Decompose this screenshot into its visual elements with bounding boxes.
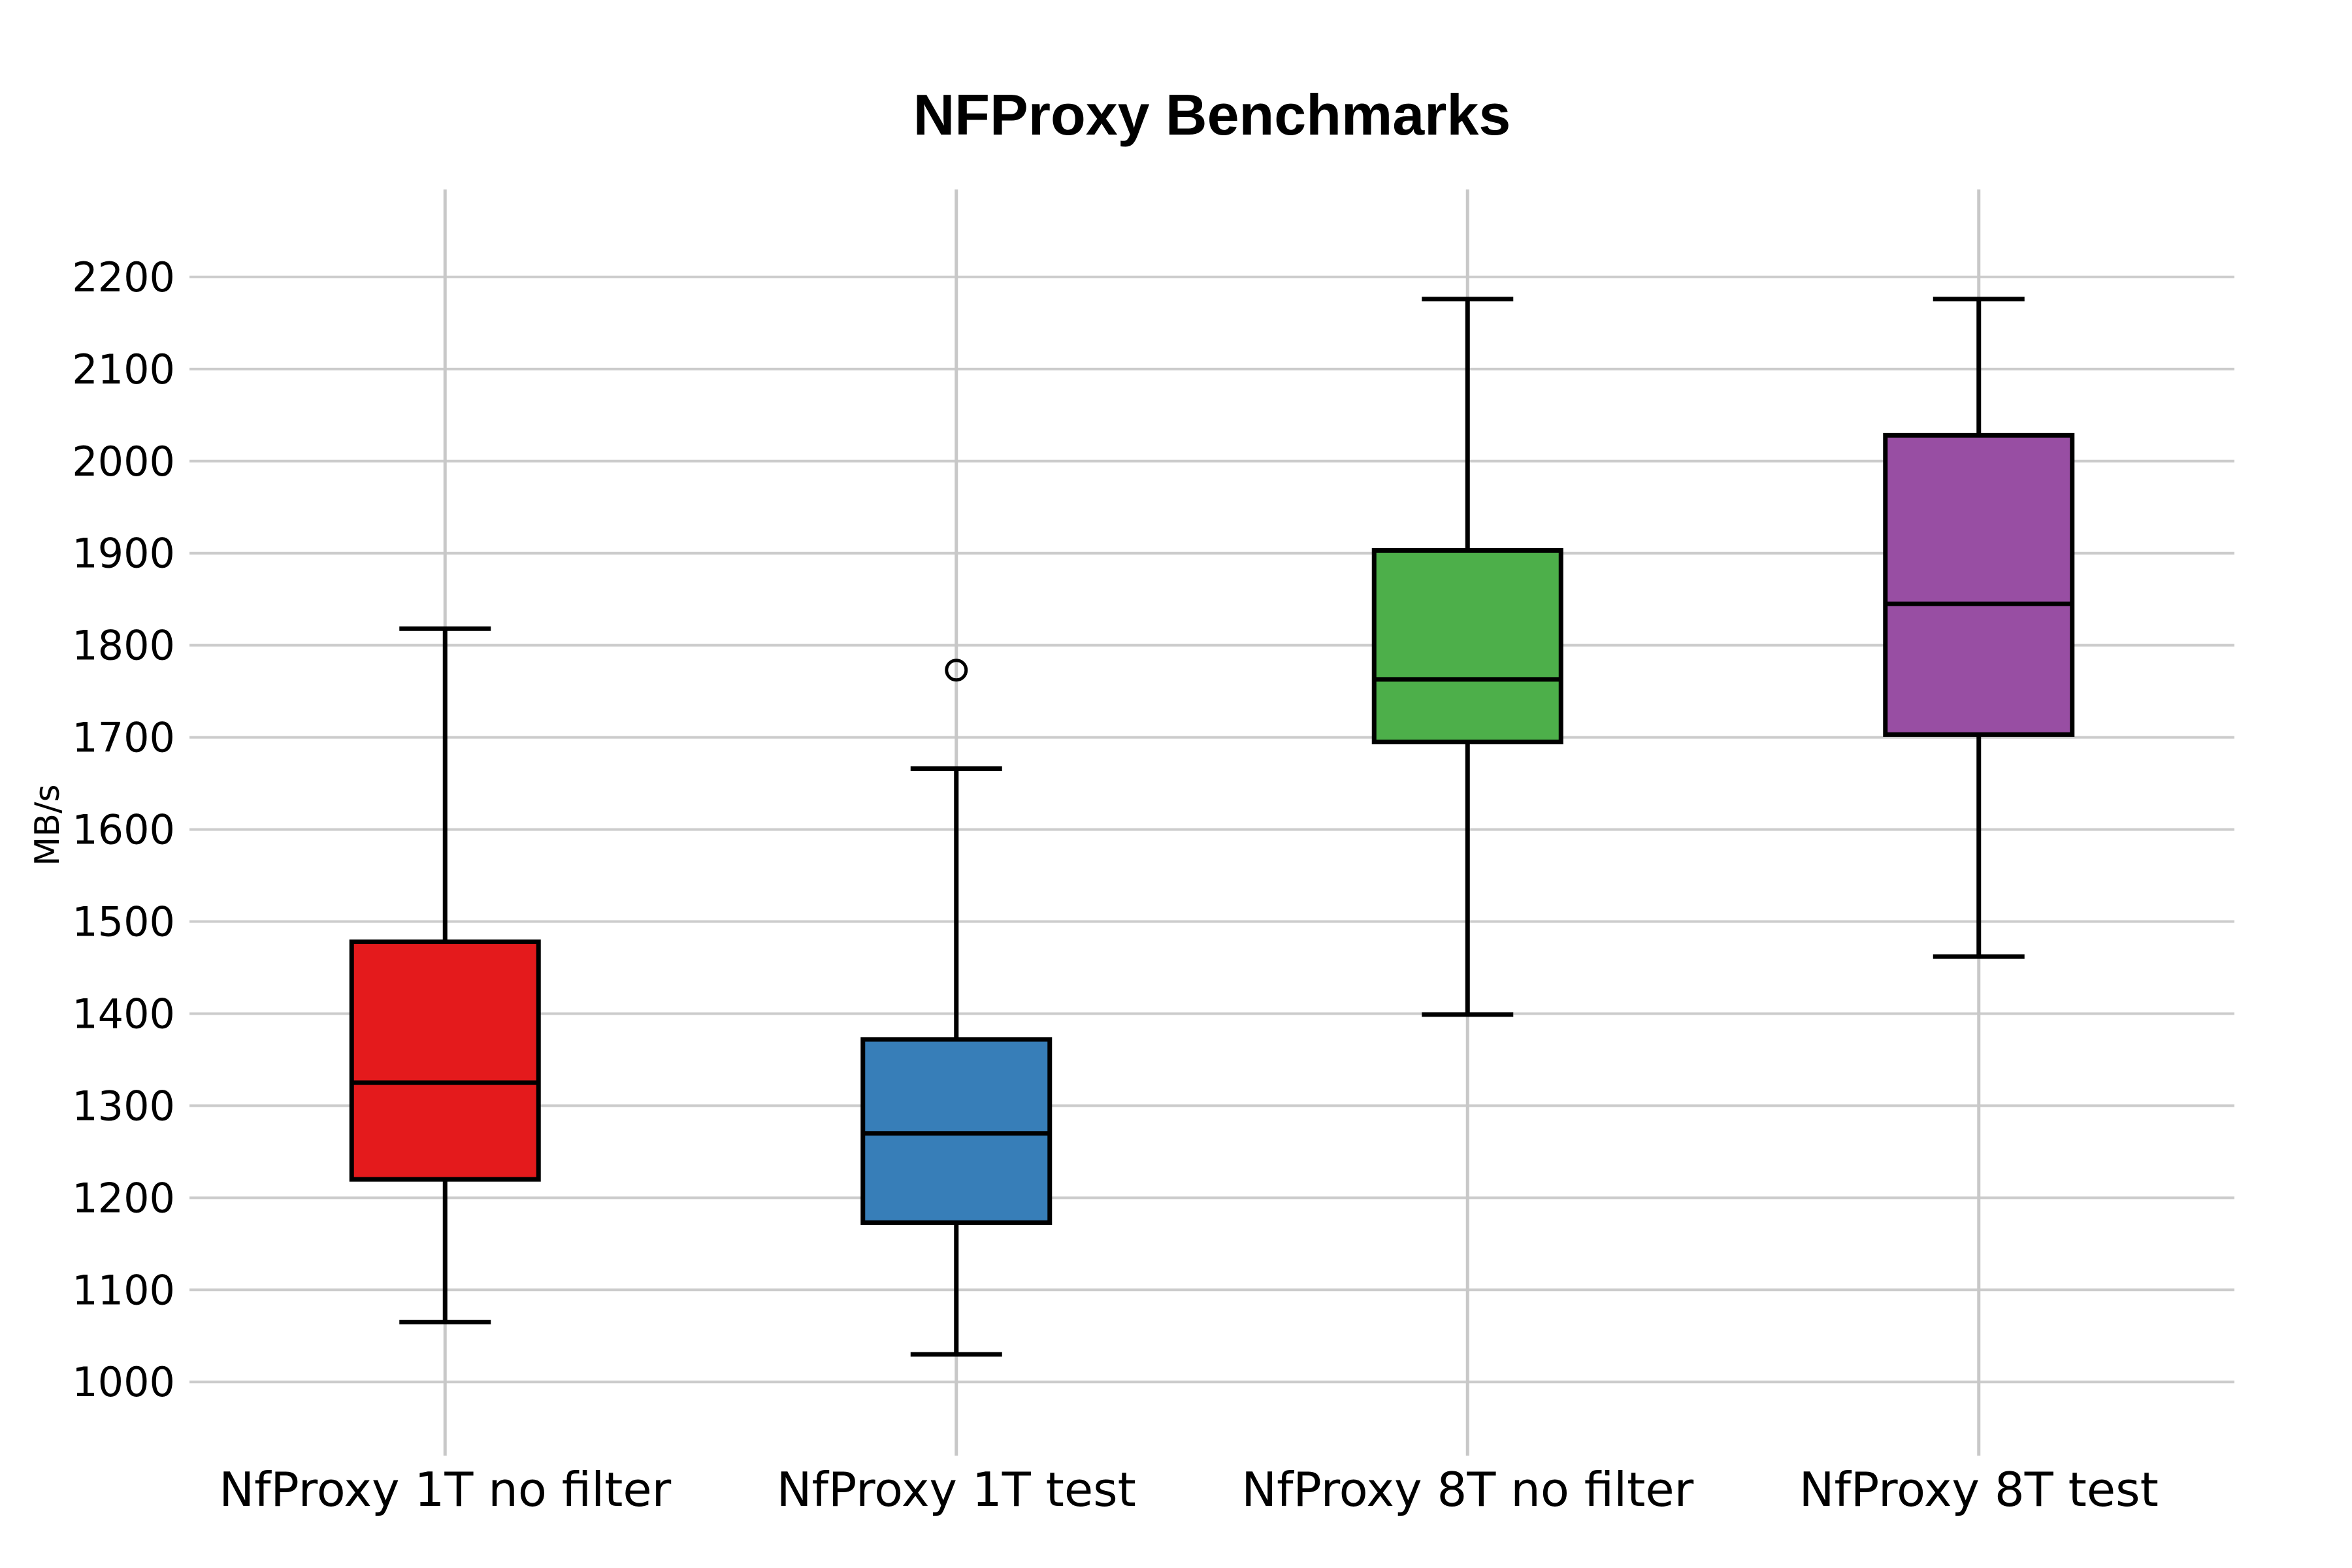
- box-group: [1371, 297, 1563, 1017]
- y-tick-label: 1300: [72, 1082, 175, 1130]
- y-tick-label: 1200: [72, 1174, 175, 1222]
- x-category-label: NfProxy 8T no filter: [1241, 1462, 1693, 1517]
- y-tick-label: 1400: [72, 990, 175, 1037]
- box-rect: [860, 1037, 1053, 1225]
- x-category-label: NfProxy 8T test: [1799, 1462, 2159, 1517]
- x-category-label: NfProxy 1T no filter: [219, 1462, 671, 1517]
- x-axis-category-labels: NfProxy 1T no filter NfProxy 1T test NfPro…: [219, 1462, 2159, 1517]
- y-axis-label: MB/s: [28, 784, 67, 866]
- y-tick-label: 1600: [72, 806, 175, 854]
- y-tick-label: 1900: [72, 530, 175, 578]
- box-rect: [349, 939, 541, 1182]
- y-tick-label: 2100: [72, 346, 175, 393]
- box-rect: [1371, 548, 1563, 745]
- box-group: [1883, 297, 2075, 959]
- y-tick-label: 2000: [72, 438, 175, 485]
- y-tick-label: 1500: [72, 898, 175, 946]
- box-series: [349, 297, 2075, 1357]
- y-axis-tick-labels: 1000 1100 1200 1300 1400 1500 1600 1700 1800 1900…: [72, 253, 175, 1406]
- x-category-label: NfProxy 1T test: [777, 1462, 1136, 1517]
- y-tick-label: 1800: [72, 622, 175, 670]
- outlier-point: [945, 659, 968, 682]
- box-group: [860, 659, 1053, 1357]
- y-tick-label: 1700: [72, 714, 175, 762]
- chart-title: NFProxy Benchmarks: [913, 82, 1511, 147]
- vertical-gridlines: [443, 189, 1981, 1456]
- y-tick-label: 2200: [72, 253, 175, 301]
- box-rect: [1883, 433, 2075, 737]
- y-tick-label: 1000: [72, 1358, 175, 1406]
- box-group: [349, 626, 541, 1325]
- y-tick-label: 1100: [72, 1266, 175, 1314]
